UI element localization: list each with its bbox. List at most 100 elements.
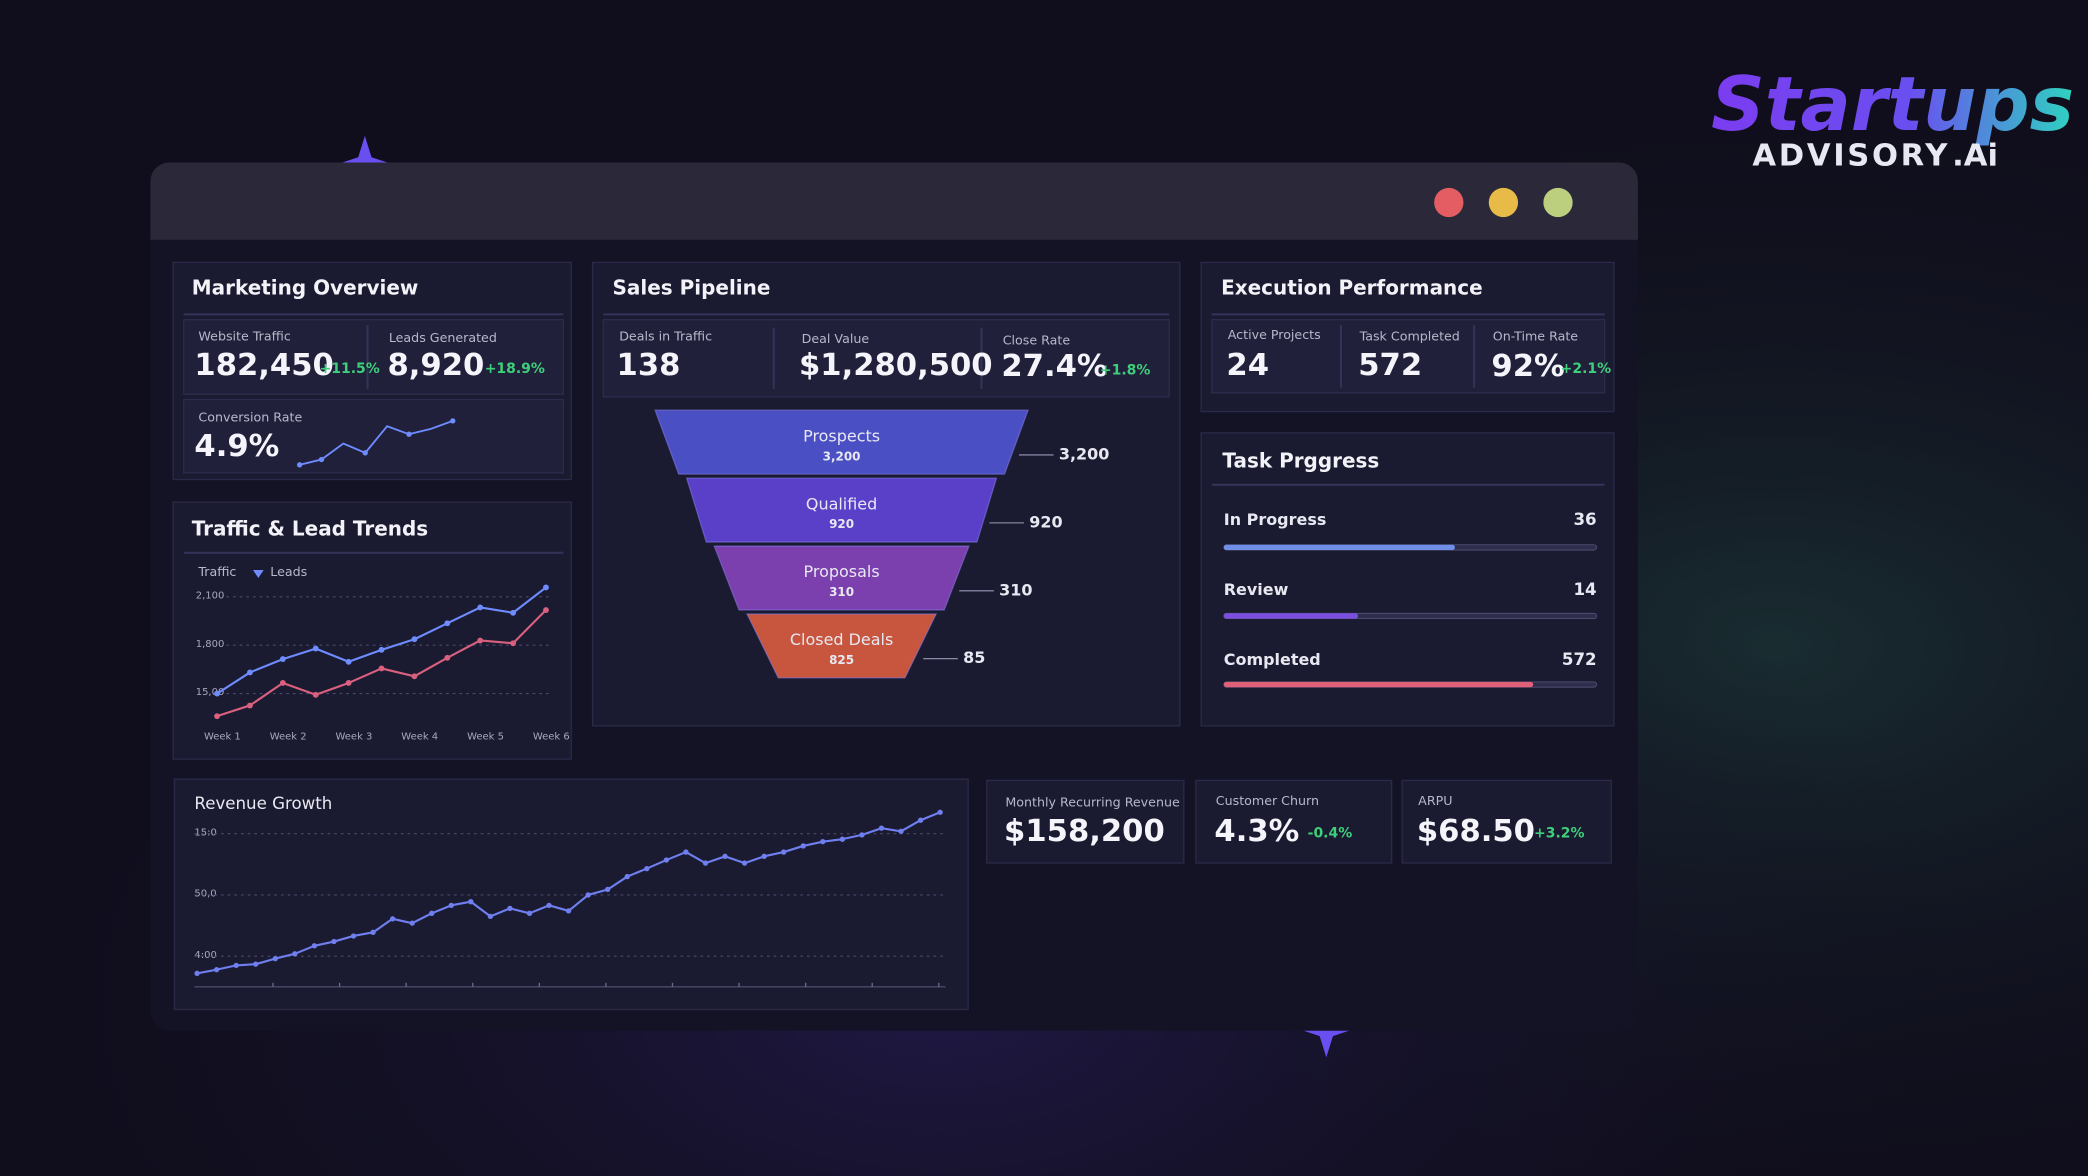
data-point xyxy=(781,849,787,855)
data-point xyxy=(233,962,239,969)
kpi-label: ARPU xyxy=(1418,793,1452,808)
data-point xyxy=(411,636,418,643)
data-point xyxy=(389,916,396,922)
kpi-change: +11.5% xyxy=(320,361,380,377)
funnel-inner-label: 920 xyxy=(829,517,854,531)
sparkline-point xyxy=(362,450,368,456)
kpi-value: $158,200 xyxy=(1004,814,1165,849)
data-point xyxy=(839,836,846,842)
x-tick-label: Week 2 xyxy=(270,731,307,742)
title-bar xyxy=(150,162,1638,240)
data-point xyxy=(477,637,484,644)
logo: Startups ADVISORY .Ai xyxy=(1711,61,2074,174)
data-point xyxy=(477,604,484,611)
data-point xyxy=(898,828,904,834)
kpi-value: $1,280,500 xyxy=(799,348,993,383)
data-point xyxy=(345,658,352,665)
sparkline-point xyxy=(450,418,456,424)
kpi-label: Customer Churn xyxy=(1216,793,1319,808)
kpi-change: +1.8% xyxy=(1100,362,1150,378)
kpi-value: 92% xyxy=(1491,349,1564,384)
data-point xyxy=(345,679,352,686)
data-point xyxy=(411,673,418,680)
data-point xyxy=(370,929,376,935)
data-point xyxy=(378,646,385,653)
kpi-label: On-Time Rate xyxy=(1493,328,1579,343)
progress-label: Completed xyxy=(1224,650,1321,669)
data-point xyxy=(546,902,552,909)
kpi-value: $68.50 xyxy=(1417,814,1535,849)
panel-title: Marketing Overview xyxy=(192,276,419,300)
panel-title: Task Prggress xyxy=(1222,449,1379,473)
funnel-value-label: 920 xyxy=(1029,512,1062,531)
logo-name: Startups xyxy=(1711,61,2074,148)
data-point xyxy=(429,910,435,916)
data-point xyxy=(741,860,748,866)
kpi-label: Monthly Recurring Revenue xyxy=(1005,795,1180,810)
data-point xyxy=(722,853,728,860)
data-point xyxy=(253,961,259,967)
window-close[interactable] xyxy=(1434,187,1464,218)
data-point xyxy=(526,910,533,916)
funnel-stage-name: Proposals xyxy=(804,562,880,581)
sparkline-point xyxy=(318,456,325,463)
funnel-value-label: 310 xyxy=(999,580,1032,599)
data-point xyxy=(247,669,253,676)
kpi-label: Website Traffic xyxy=(198,328,290,343)
data-point xyxy=(510,640,517,647)
funnel-stage xyxy=(713,545,970,611)
data-point xyxy=(585,892,591,898)
progress-fill xyxy=(1223,544,1455,551)
kpi-label: Conversion Rate xyxy=(198,410,302,425)
panel xyxy=(1200,432,1615,727)
data-point xyxy=(878,825,885,831)
kpi-box xyxy=(1211,319,1606,394)
kpi-label: Close Rate xyxy=(1003,332,1071,347)
kpi-label: Active Projects xyxy=(1228,327,1321,342)
window-maximize[interactable] xyxy=(1543,187,1573,218)
y-tick-label: 15,00 xyxy=(196,687,225,698)
data-point xyxy=(510,609,517,616)
y-tick-label: 4:00 xyxy=(194,950,216,961)
y-tick-label: 15:0 xyxy=(194,827,216,838)
data-point xyxy=(194,970,200,977)
data-point xyxy=(444,620,451,627)
progress-value: 14 xyxy=(1573,580,1596,599)
x-tick-label: Week 1 xyxy=(204,731,241,742)
kpi-box xyxy=(602,319,1170,398)
data-point xyxy=(331,938,337,945)
logo-sub: ADVISORY xyxy=(1752,139,1950,174)
data-point xyxy=(605,886,611,893)
logo-suffix: .Ai xyxy=(1952,139,1998,174)
kpi-value: 182,450 xyxy=(194,348,333,383)
funnel-inner-label: 825 xyxy=(829,653,854,667)
data-point xyxy=(507,905,513,912)
y-tick-label: 50,0 xyxy=(194,889,216,900)
legend-marker xyxy=(253,570,264,579)
kpi-change: -0.4% xyxy=(1308,826,1353,842)
kpi-card xyxy=(1401,779,1612,864)
data-point xyxy=(247,702,253,709)
data-point xyxy=(644,865,650,872)
funnel-stage xyxy=(745,613,938,679)
x-tick-label: Week 5 xyxy=(467,731,504,742)
legend-entry: Leads xyxy=(270,564,307,579)
data-point xyxy=(917,817,924,823)
data-point xyxy=(683,849,689,855)
data-point xyxy=(702,860,709,866)
kpi-change: +2.1% xyxy=(1561,361,1611,377)
window-minimize[interactable] xyxy=(1488,187,1519,218)
data-point xyxy=(409,920,415,926)
kpi-card xyxy=(1195,779,1393,864)
data-point xyxy=(350,933,357,939)
panel-title: Traffic & Lead Trends xyxy=(192,517,428,541)
kpi-card xyxy=(986,779,1185,864)
data-point xyxy=(214,690,220,697)
y-tick-label: 1,800 xyxy=(196,639,225,650)
x-tick-label: Week 3 xyxy=(336,731,373,742)
data-point xyxy=(543,607,549,613)
legend-entry: Traffic xyxy=(197,564,236,579)
funnel-stage xyxy=(685,477,998,543)
kpi-label: Deals in Traffic xyxy=(619,328,712,343)
